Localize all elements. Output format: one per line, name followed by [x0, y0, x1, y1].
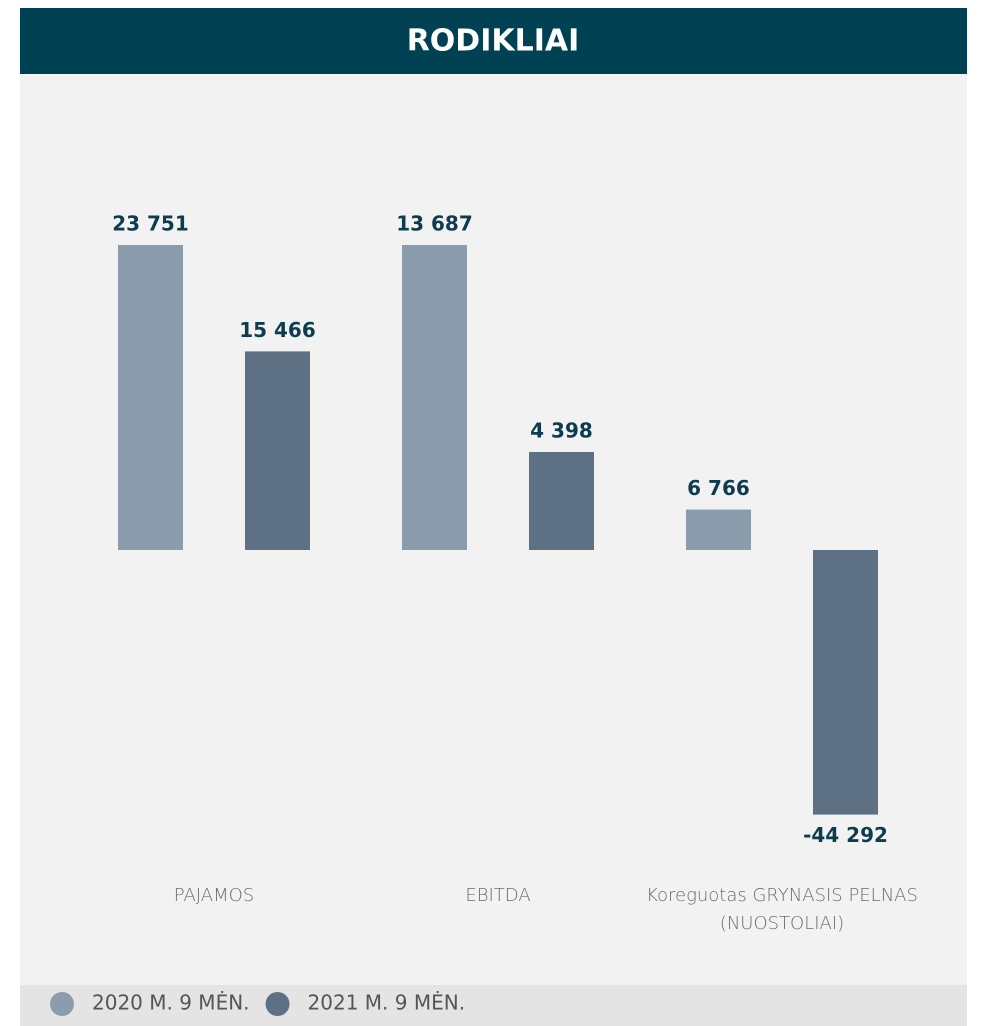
- category-label: Koreguotas GRYNASIS PELNAS (NUOSTOLIAI): [646, 885, 918, 934]
- bar: [686, 509, 751, 550]
- value-label: 23 751: [112, 212, 189, 236]
- value-label: -44 292: [803, 823, 888, 847]
- category-label: PAJAMOS: [173, 885, 255, 906]
- bar: [402, 245, 467, 550]
- value-label: 15 466: [239, 318, 316, 342]
- bar: [245, 351, 310, 550]
- legend-marker: [50, 992, 74, 1016]
- value-label: 4 398: [530, 418, 593, 442]
- legend-label: 2021 M. 9 MĖN.: [308, 991, 466, 1015]
- bar: [813, 550, 878, 815]
- value-label: 13 687: [396, 212, 473, 236]
- bar: [118, 245, 183, 550]
- legend-marker: [265, 992, 290, 1016]
- category-label: EBITDA: [465, 885, 531, 906]
- legend-label: 2020 M. 9 MĖN.: [92, 991, 250, 1015]
- bar: [529, 451, 594, 550]
- title-bar: [20, 8, 967, 74]
- value-label: 6 766: [687, 476, 750, 500]
- legend-band: [20, 985, 967, 1026]
- chart-title: RODIKLIAI: [407, 24, 580, 59]
